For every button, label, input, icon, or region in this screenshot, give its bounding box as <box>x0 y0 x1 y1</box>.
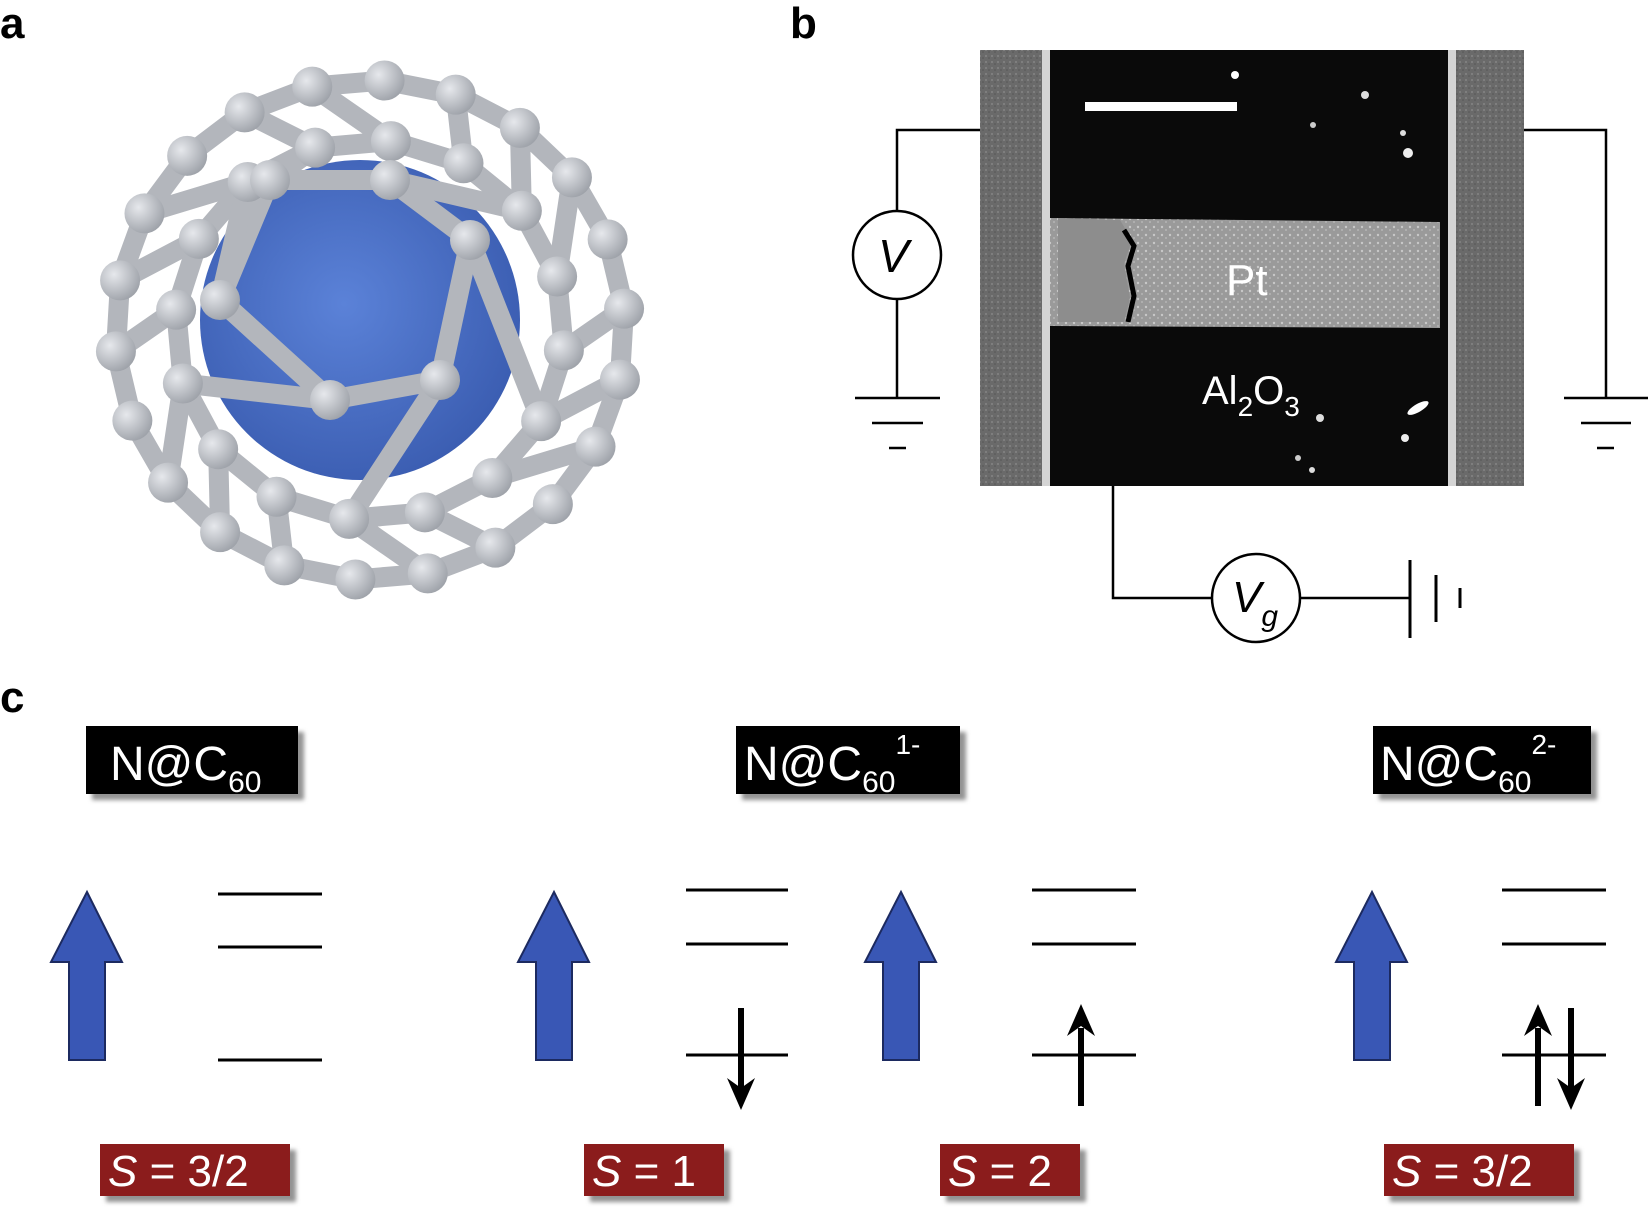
voltmeter: V <box>851 209 943 301</box>
carbon-atom <box>148 462 189 503</box>
spin-label-3: S = 2 <box>940 1144 1080 1196</box>
left-electrode <box>980 50 1050 486</box>
spin-label-4: S = 3/2 <box>1384 1144 1574 1196</box>
carbon-atom <box>443 143 484 184</box>
carbon-atom <box>124 193 165 234</box>
carbon-atom <box>264 545 305 586</box>
oxide-label: Al2O3 <box>1202 369 1300 422</box>
cage-bond <box>210 172 258 310</box>
nitrogen-spin-arrow-4 <box>1334 889 1409 1061</box>
panel-b-letter: b <box>790 0 817 48</box>
carbon-atom <box>200 280 240 320</box>
carbon-atom <box>604 288 645 329</box>
carbon-atom <box>198 429 239 470</box>
carbon-atom <box>551 157 592 198</box>
spin-label-1: S = 3/2 <box>100 1144 290 1196</box>
nitrogen-spin-arrows <box>49 889 1409 1061</box>
panel-c-letter: c <box>0 673 24 722</box>
gate-voltage-source: Vg <box>1210 552 1302 644</box>
cage-bond <box>380 170 532 221</box>
ground-symbol-left <box>855 396 940 450</box>
carbon-atom <box>404 492 445 533</box>
carbon-atom <box>364 60 405 101</box>
nitrogen-spin-arrow-3 <box>863 889 938 1061</box>
electron-spin-arrows <box>727 1004 1585 1110</box>
cage-bond <box>210 290 340 410</box>
svg-text:S = 2: S = 2 <box>948 1147 1052 1196</box>
electron-spin-up-1 <box>1067 1004 1095 1106</box>
carbon-atom <box>435 74 476 115</box>
species-label-neutral: N@C60 <box>86 726 298 799</box>
carbon-atom <box>475 527 516 568</box>
carbon-atom <box>450 220 490 260</box>
carbon-atom <box>295 127 336 168</box>
carbon-atom <box>310 380 350 420</box>
svg-text:S = 3/2: S = 3/2 <box>108 1147 249 1196</box>
carbon-atom <box>167 135 208 176</box>
carbon-atom <box>599 359 640 400</box>
cage-bond <box>172 373 340 410</box>
carbon-atom <box>329 498 370 539</box>
carbon-atom <box>335 559 376 600</box>
fullerene-molecule <box>95 60 645 600</box>
circuit-wires <box>895 128 1608 600</box>
carbon-cage-atoms <box>95 60 645 600</box>
spin-state-diagram: N@C60 N@C601- N@C602- <box>49 726 1606 1196</box>
electron-spin-down-2 <box>1557 1008 1585 1110</box>
nanogap <box>1121 228 1137 323</box>
species-label-dianion: N@C602- <box>1373 726 1591 799</box>
carbon-atom <box>407 553 448 594</box>
carbon-atom <box>200 512 241 553</box>
pt-label: Pt <box>1226 256 1268 305</box>
carbon-atom <box>587 219 628 260</box>
carbon-atom <box>100 260 141 301</box>
carbon-atom <box>250 160 290 200</box>
device-micrograph-circuit: Pt Al2O3 V <box>851 50 1648 644</box>
svg-text:N@C601-: N@C601- <box>744 729 920 799</box>
species-label-anion: N@C601- <box>736 726 960 799</box>
carbon-atom <box>112 400 153 441</box>
pt-left-lead <box>1058 218 1132 322</box>
carbon-atom <box>499 107 540 148</box>
nitrogen-spin-arrow-2 <box>516 889 591 1061</box>
svg-text:S = 1: S = 1 <box>592 1147 696 1196</box>
sem-image: Pt Al2O3 <box>980 50 1524 486</box>
voltmeter-label: V <box>878 230 913 282</box>
carbon-atom <box>543 330 584 371</box>
carbon-atom <box>178 218 219 259</box>
carbon-atom <box>370 160 410 200</box>
ground-symbol-right <box>1564 396 1648 450</box>
svg-text:N@C60: N@C60 <box>110 738 261 799</box>
panel-a-letter: a <box>0 0 25 48</box>
carbon-atom <box>292 66 333 107</box>
carbon-atom <box>224 92 265 133</box>
carbon-atom <box>95 331 136 372</box>
electron-spin-up-2 <box>1524 1004 1552 1106</box>
battery-symbol <box>1408 560 1462 638</box>
carbon-atom <box>156 289 197 330</box>
carbon-atom <box>521 401 562 442</box>
scale-bar <box>1085 102 1237 111</box>
pt-gate-strip <box>1050 218 1440 328</box>
nitrogen-spin-arrow-1 <box>49 889 124 1061</box>
carbon-atom <box>501 190 542 231</box>
carbon-atom <box>162 363 203 404</box>
carbon-atom <box>370 121 411 162</box>
right-electrode <box>1454 50 1524 486</box>
cage-bond <box>460 230 552 432</box>
svg-text:N@C602-: N@C602- <box>1380 729 1556 799</box>
cage-bond <box>430 230 480 390</box>
carbon-atom <box>472 457 513 498</box>
cage-bond <box>339 370 450 529</box>
gate-voltage-label: Vg <box>1232 573 1278 633</box>
carbon-atom <box>532 484 573 525</box>
carbon-atom <box>575 426 616 467</box>
carbon-atom <box>420 360 460 400</box>
carbon-atom <box>537 256 578 297</box>
svg-text:S = 3/2: S = 3/2 <box>1392 1147 1533 1196</box>
carbon-atom <box>256 476 297 517</box>
spin-label-2: S = 1 <box>584 1144 724 1196</box>
electron-spin-down-1 <box>727 1008 755 1110</box>
